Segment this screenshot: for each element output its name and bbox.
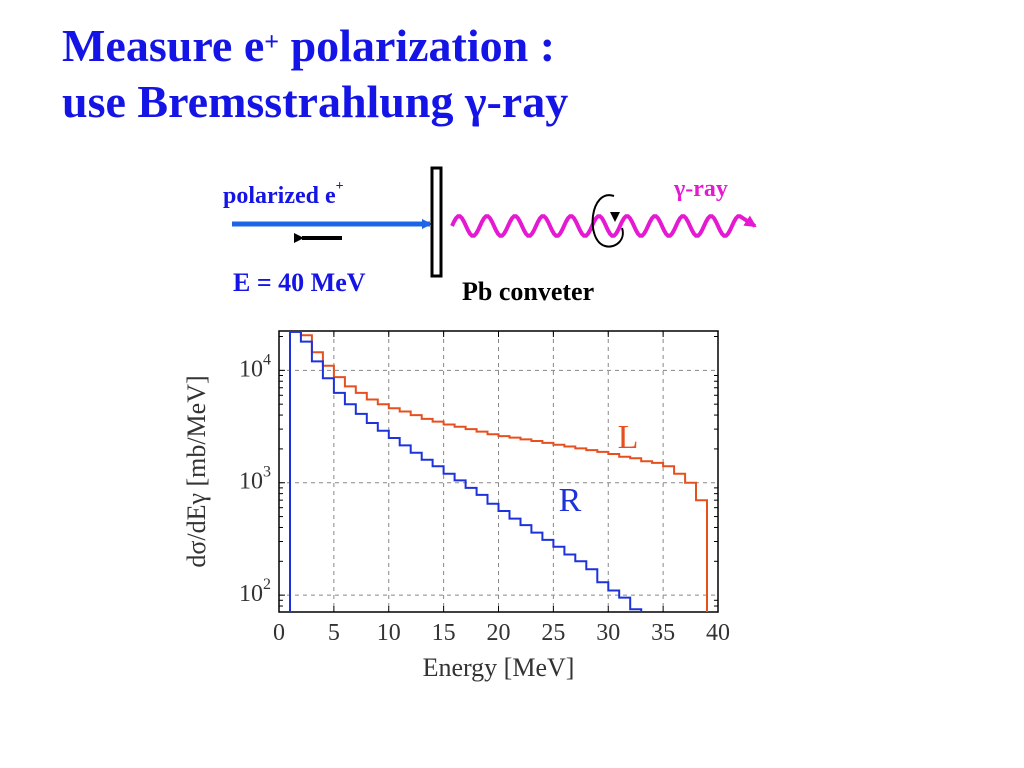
circular-polarization-icon xyxy=(591,194,624,248)
x-tick-label: 40 xyxy=(706,620,730,646)
chart: 0 5 10 15 20 25 30 35 40 102 103 104 Energy [MeV] dσ/… xyxy=(182,330,730,682)
y-tick-label: 104 xyxy=(239,351,271,382)
converter-label: Pb conveter xyxy=(462,277,595,306)
x-axis-label: Energy [MeV] xyxy=(423,653,575,682)
polarization-arrowhead-icon xyxy=(610,212,620,222)
x-tick-label: 20 xyxy=(487,620,511,646)
series-L-line xyxy=(289,331,708,612)
gamma-ray-label: γ-ray xyxy=(674,176,728,202)
x-tick-label: 5 xyxy=(328,620,340,646)
series-label-L: L xyxy=(618,419,639,456)
plot-frame xyxy=(278,330,719,613)
x-tick-label: 10 xyxy=(377,620,401,646)
pb-converter-plate xyxy=(430,166,443,278)
title-line-1: Measure e+ polarization : xyxy=(62,20,556,71)
y-tick-label: 103 xyxy=(239,464,271,495)
beam-label: polarized e+ xyxy=(223,179,344,209)
x-tick-label: 35 xyxy=(651,620,675,646)
x-tick-label: 25 xyxy=(541,620,565,646)
y-tick-label: 102 xyxy=(239,576,271,607)
energy-label: E = 40 MeV xyxy=(233,268,366,297)
slide-title: Measure e+ polarization : use Bremsstrah… xyxy=(62,18,568,130)
title-line-2: use Bremsstrahlung γ-ray xyxy=(62,76,569,127)
x-tick-label: 30 xyxy=(596,620,620,646)
y-axis-label: dσ/dEγ [mb/MeV] xyxy=(182,375,211,567)
series-label-R: R xyxy=(559,482,582,519)
x-tick-label: 15 xyxy=(432,620,456,646)
gamma-ray-wave xyxy=(450,214,757,238)
x-tick-label: 0 xyxy=(273,620,285,646)
series-R-line xyxy=(289,331,643,612)
